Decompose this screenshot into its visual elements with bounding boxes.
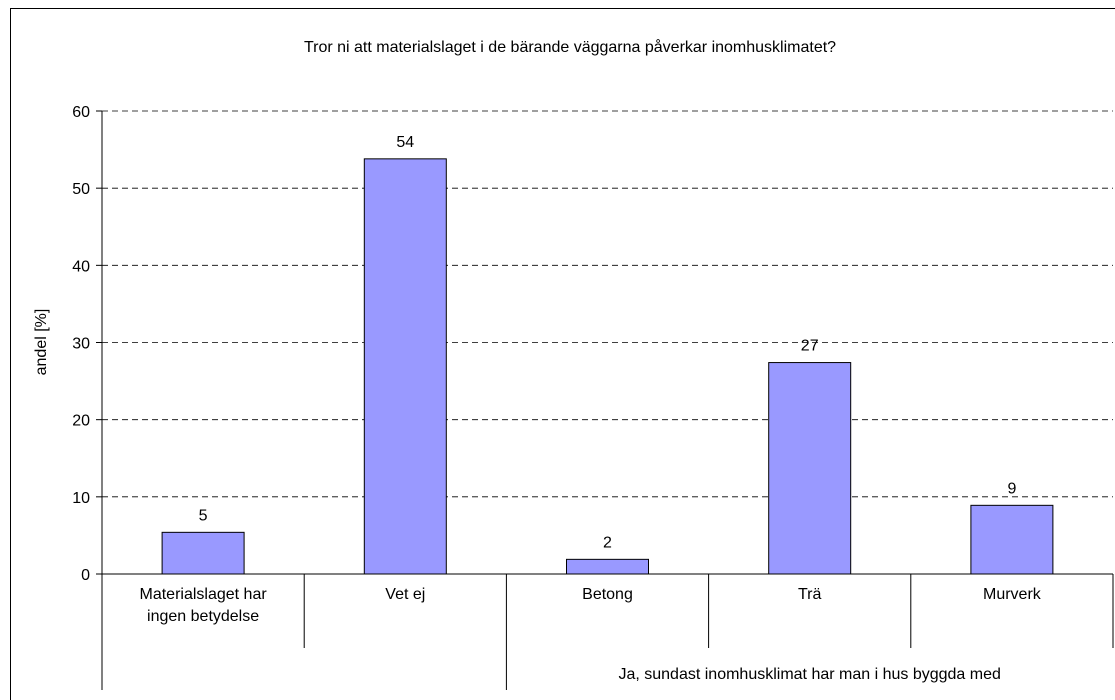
data-label: 9 [1007, 480, 1016, 497]
x-tick-label: Materialslaget har ingen betydelse [139, 586, 267, 625]
y-tick-label: 50 [72, 181, 90, 198]
y-tick-label: 0 [81, 567, 90, 584]
chart-border [10, 8, 1115, 700]
bar [566, 558, 649, 575]
x-tick-label: Betong [582, 586, 633, 603]
y-tick-label: 10 [72, 490, 90, 507]
bar [363, 158, 447, 575]
data-label: 27 [801, 338, 819, 355]
chart-title: Tror ni att materialslaget i de bärande … [304, 38, 836, 56]
x-tick-label: Vet ej [385, 586, 426, 603]
data-label: 5 [199, 507, 208, 524]
data-label: 2 [603, 534, 612, 551]
y-axis-label: andel [%] [33, 309, 50, 376]
x-tick-label: Trä [797, 586, 822, 603]
x-tick-label: Murverk [983, 586, 1041, 603]
data-label: 54 [396, 134, 414, 151]
bar [768, 362, 852, 575]
y-tick-label: 20 [72, 413, 90, 430]
y-tick-label: 30 [72, 336, 90, 353]
bar [970, 504, 1054, 575]
y-tick-label: 40 [72, 258, 90, 275]
x-group-label: Ja, sundast inomhusklimat har man i hus … [618, 666, 1001, 683]
bar [161, 531, 245, 575]
y-tick-label: 60 [72, 104, 90, 121]
